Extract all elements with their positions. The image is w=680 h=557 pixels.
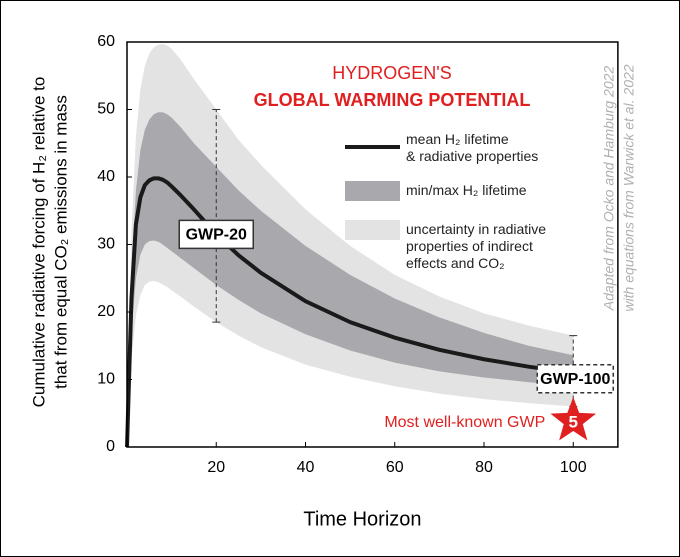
y-tick-label: 10 — [97, 371, 115, 388]
chart-title: HYDROGEN'S — [332, 63, 451, 83]
y-tick-label: 30 — [97, 236, 115, 253]
star-label: 5 — [569, 412, 578, 431]
x-tick-label: 100 — [560, 459, 587, 476]
chart-title: GLOBAL WARMING POTENTIAL — [254, 90, 531, 110]
y-axis-label: that from equal CO₂ emissions in mass — [51, 95, 70, 389]
gwp-label: GWP-100 — [540, 371, 610, 388]
legend-label: uncertainty in radiative properties of i… — [406, 221, 547, 271]
x-tick-label: 60 — [386, 459, 404, 476]
legend-swatch — [345, 181, 400, 201]
y-axis-label: Cumulative radiative forcing of H₂ relat… — [29, 77, 48, 408]
x-axis-label: Time Horizon — [303, 508, 421, 530]
credit: Adapted from Ocko and Hamburg 2022 — [601, 66, 617, 312]
y-tick-label: 60 — [97, 33, 115, 50]
credit: with equations from Warwick et al. 2022 — [621, 64, 637, 311]
y-tick-label: 0 — [106, 438, 115, 455]
legend-swatch — [345, 220, 400, 240]
band-area — [127, 112, 574, 447]
legend-label: min/max H₂ lifetime — [406, 182, 527, 198]
gwp-box — [178, 219, 254, 250]
y-tick-label: 50 — [97, 101, 115, 118]
gwp-box — [536, 364, 614, 394]
x-tick-label: 80 — [475, 459, 493, 476]
x-tick-label: 20 — [207, 459, 225, 476]
y-tick-label: 40 — [97, 168, 115, 185]
y-tick-label: 20 — [97, 303, 115, 320]
mean-line — [125, 176, 574, 448]
highlight-text: Most well-known GWP — [384, 414, 545, 431]
gwp-label: GWP-20 — [186, 227, 247, 244]
star — [550, 397, 597, 441]
legend-label: mean H₂ lifetime & radiative properties — [406, 131, 539, 164]
x-tick-label: 40 — [297, 459, 315, 476]
